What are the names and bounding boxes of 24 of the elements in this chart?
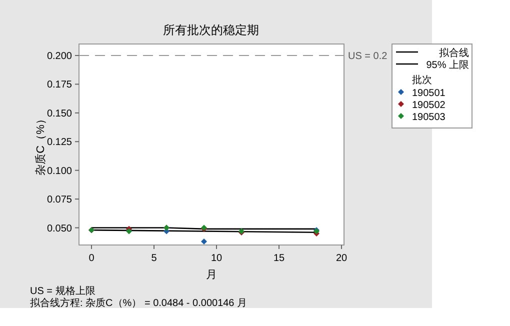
x-tick-label: 0 xyxy=(88,253,95,264)
chart-title: 所有批次的稳定期 xyxy=(163,23,259,37)
x-tick-label: 5 xyxy=(151,253,158,264)
y-tick-label: 0.050 xyxy=(46,223,72,234)
y-tick-label: 0.075 xyxy=(46,194,72,206)
text: US = 规格上限 xyxy=(30,285,96,297)
legend-label: 190501 xyxy=(412,88,446,99)
y-tick-label: 0.150 xyxy=(46,108,72,120)
legend-title: 批次 xyxy=(412,74,432,86)
x-tick-label: 15 xyxy=(273,253,285,264)
text: 拟合线方程: 杂质C（%） = 0.0484 - 0.000146 月 xyxy=(30,297,248,309)
y-axis-title: 杂质C（%） xyxy=(34,114,47,176)
x-tick-label: 20 xyxy=(336,253,348,264)
y-tick-label: 0.175 xyxy=(46,80,72,91)
y-tick-label: 0.100 xyxy=(46,166,72,177)
x-axis-title: 月 xyxy=(206,269,217,281)
legend-label: 190502 xyxy=(412,100,446,111)
ref-line-label: US = 0.2 xyxy=(348,50,388,62)
legend-label: 95% 上限 xyxy=(426,59,469,71)
legend-label: 190503 xyxy=(412,112,446,123)
legend-label: 拟合线 xyxy=(439,47,469,59)
x-tick-label: 10 xyxy=(210,253,222,264)
y-tick-label: 0.200 xyxy=(46,50,72,62)
y-tick-label: 0.125 xyxy=(46,137,72,148)
